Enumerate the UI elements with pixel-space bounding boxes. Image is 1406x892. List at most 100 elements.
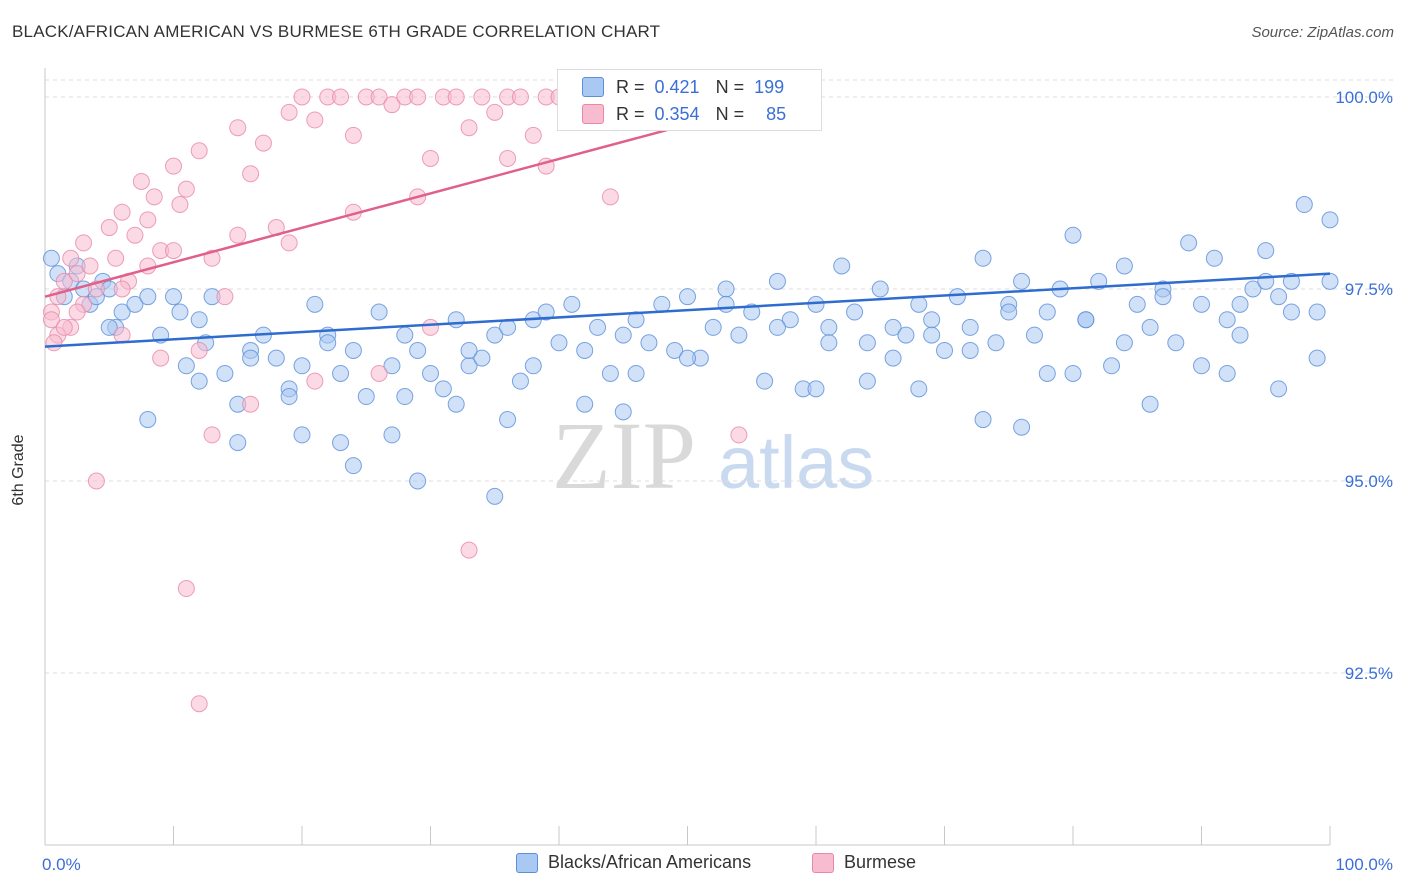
blacks-point xyxy=(409,472,427,490)
burmese-point xyxy=(499,149,517,167)
blacks-point xyxy=(974,249,992,267)
legend-r-value: 0.421 xyxy=(654,76,700,97)
burmese-point xyxy=(383,96,401,114)
blacks-point xyxy=(666,341,684,359)
blacks-point xyxy=(820,318,838,336)
blacks-point xyxy=(987,334,1005,352)
blacks-point xyxy=(1115,334,1133,352)
blacks-point xyxy=(923,326,941,344)
blacks-point xyxy=(396,326,414,344)
burmese-point xyxy=(332,88,350,106)
legend-label-burmese: Burmese xyxy=(844,852,917,872)
blacks-point xyxy=(768,272,786,290)
y-tick-label: 100.0% xyxy=(1335,88,1393,107)
blacks-point xyxy=(974,411,992,429)
blacks-point xyxy=(858,334,876,352)
blacks-point xyxy=(1154,288,1172,306)
burmese-point xyxy=(460,119,478,137)
blacks-point xyxy=(447,395,465,413)
blacks-point xyxy=(910,295,928,313)
burmese-point xyxy=(62,249,80,267)
x-tick-label: 100.0% xyxy=(1335,855,1393,874)
blacks-point xyxy=(1282,303,1300,321)
blacks-point xyxy=(1013,418,1031,436)
blacks-point xyxy=(447,311,465,329)
legend-n-label: N = xyxy=(715,76,745,97)
blacks-point xyxy=(1064,226,1082,244)
blacks-point xyxy=(1282,272,1300,290)
blacks-point xyxy=(1038,303,1056,321)
blacks-point xyxy=(846,303,864,321)
blacks-point xyxy=(807,380,825,398)
blacks-point xyxy=(139,411,157,429)
blacks-point xyxy=(383,426,401,444)
burmese-point xyxy=(730,426,748,444)
blacks-point xyxy=(730,326,748,344)
blacks-point xyxy=(743,303,761,321)
blacks-point xyxy=(627,364,645,382)
burmese-point xyxy=(68,303,86,321)
burmese-point xyxy=(45,334,63,352)
blacks-point xyxy=(717,295,735,313)
blacks-point xyxy=(190,311,208,329)
blacks-point xyxy=(344,457,362,475)
blacks-point xyxy=(126,295,144,313)
stats-legend: R = 0.421 N = 199 R = 0.354 N = 85 xyxy=(557,69,822,131)
blacks-point xyxy=(486,326,504,344)
blacks-point xyxy=(460,341,478,359)
burmese-point xyxy=(190,695,208,713)
blacks-point xyxy=(267,349,285,367)
burmese-point xyxy=(422,318,439,336)
blacks-point xyxy=(550,334,568,352)
blacks-point xyxy=(280,388,298,406)
blacks-point xyxy=(961,318,979,336)
blacks-point xyxy=(833,257,851,275)
blacks-point xyxy=(113,303,131,321)
legend-swatch-blue xyxy=(516,852,538,873)
blacks-point xyxy=(344,341,362,359)
burmese-point xyxy=(242,165,260,183)
blacks-point xyxy=(177,357,195,375)
legend-item-burmese[interactable]: Burmese xyxy=(812,852,916,873)
legend-n-value: 199 xyxy=(754,76,785,97)
blacks-point xyxy=(1218,311,1236,329)
blacks-point xyxy=(1295,196,1313,214)
blacks-point xyxy=(537,303,555,321)
blacks-point xyxy=(871,280,889,298)
blacks-point xyxy=(1308,303,1326,321)
blacks-point xyxy=(171,303,189,321)
burmese-point xyxy=(473,88,491,106)
burmese-point xyxy=(68,265,86,283)
blacks-point xyxy=(332,434,350,452)
burmese-point xyxy=(216,288,234,306)
blacks-point xyxy=(1308,349,1326,367)
burmese-point xyxy=(81,257,99,275)
legend-n-label: N = xyxy=(715,103,745,124)
burmese-point xyxy=(601,188,619,206)
blacks-trend-line xyxy=(44,272,1331,348)
legend-item-blacks[interactable]: Blacks/African Americans xyxy=(516,852,751,873)
burmese-point xyxy=(254,134,272,152)
burmese-point xyxy=(460,541,478,559)
y-tick-label: 97.5% xyxy=(1345,280,1393,299)
blacks-point xyxy=(473,349,491,367)
blacks-point xyxy=(910,380,928,398)
blacks-point xyxy=(1218,364,1236,382)
legend-row-blacks: R = 0.421 N = 199 xyxy=(582,75,790,99)
burmese-point xyxy=(280,234,298,252)
blacks-point xyxy=(139,288,157,306)
burmese-point xyxy=(177,180,195,198)
blacks-point xyxy=(614,326,632,344)
x-tick-label: 0.0% xyxy=(42,855,81,874)
legend-swatch-pink xyxy=(582,104,604,124)
blacks-point xyxy=(165,288,182,306)
legend-swatch-blue xyxy=(582,77,604,97)
blacks-point xyxy=(396,388,414,406)
burmese-point xyxy=(165,242,182,260)
burmese-point xyxy=(171,196,189,214)
blacks-point xyxy=(589,318,607,336)
burmese-point xyxy=(132,172,150,190)
blacks-point xyxy=(601,364,619,382)
blacks-point xyxy=(627,311,645,329)
